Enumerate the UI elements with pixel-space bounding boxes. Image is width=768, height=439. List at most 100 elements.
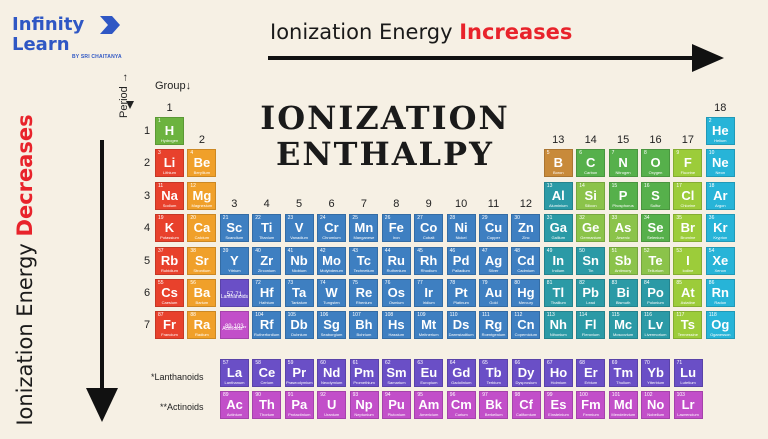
- element-name: Praseodymium: [285, 380, 313, 385]
- atomic-number: 68: [579, 360, 585, 366]
- element-symbol: Fr: [163, 317, 176, 333]
- element-name: Lanthanoids*: [220, 294, 249, 300]
- element-name: Iodine: [682, 267, 694, 273]
- element-name: Americium: [419, 412, 439, 417]
- group-number: 7: [360, 198, 367, 210]
- element-symbol: I: [686, 252, 690, 268]
- element-symbol: Li: [163, 155, 176, 171]
- group-number: 3: [231, 198, 238, 210]
- element-cell: 79 Au Gold: [479, 279, 508, 307]
- element-symbol: Ir: [424, 285, 434, 300]
- element-symbol: Fm: [581, 397, 601, 412]
- element-name: Argon: [714, 202, 726, 208]
- element-name: Iridium: [422, 300, 435, 305]
- atomic-number: 115: [611, 312, 620, 319]
- element-symbol: Sg: [323, 317, 340, 333]
- atomic-number: 92: [320, 392, 326, 398]
- atomic-number: 67: [547, 360, 553, 366]
- group-number: 1: [166, 102, 173, 114]
- element-cell: 73 Ta Tantalum: [284, 279, 314, 307]
- atomic-number: 109: [417, 312, 426, 319]
- element-symbol: Bh: [355, 317, 373, 333]
- atomic-number: 9: [676, 150, 680, 157]
- element-name: Cadmium: [517, 267, 535, 273]
- element-name: Silicon: [584, 202, 597, 208]
- element-cell: 118 Og Oganesson: [705, 311, 735, 340]
- atomic-number: 102: [644, 392, 653, 398]
- element-cell: 80 Hg Mercury: [511, 279, 541, 307]
- element-name: Thorium: [259, 412, 275, 417]
- element-name: Holmium: [550, 380, 567, 385]
- element-name: Phosphorus: [612, 202, 634, 208]
- element-cell: 12 Mg Magnesium: [187, 181, 217, 210]
- element-cell: 61 Pm Promethium: [349, 359, 379, 387]
- element-cell: 117 Ts Tennessine: [673, 311, 703, 340]
- element-name: Tennessine: [677, 332, 699, 338]
- element-name: Sulfur: [650, 202, 661, 208]
- element-name: Silver: [488, 267, 499, 273]
- element-symbol: Ho: [549, 365, 568, 380]
- element-cell: 87 Fr Francium: [155, 311, 184, 340]
- element-cell: 90 Th Thorium: [252, 391, 282, 419]
- element-name: Fluorine: [680, 170, 696, 176]
- element-name: Antimony: [614, 267, 632, 273]
- element-name: Vanadium: [290, 235, 308, 241]
- element-symbol: Gd: [452, 365, 471, 380]
- atomic-number: 87: [158, 312, 164, 319]
- element-cell: 59 Pr Praseodymium: [284, 359, 314, 387]
- element-cell: 116 Lv Livermorium: [641, 311, 670, 340]
- element-cell: 100 Fm Fermium: [576, 391, 606, 419]
- atomic-number: 47: [482, 247, 488, 254]
- group-number: 17: [681, 134, 695, 146]
- atomic-number: 37: [158, 247, 164, 254]
- element-name: Bohrium: [356, 332, 372, 338]
- element-cell: 92 U Uranium: [317, 391, 347, 419]
- element-cell: 86 Rn Radon: [705, 279, 735, 307]
- element-cell: 112 Cn Copernicium: [511, 311, 541, 340]
- atomic-number: 106: [320, 312, 329, 319]
- element-symbol: Sb: [614, 252, 632, 268]
- element-name: Technetium: [353, 267, 375, 273]
- element-name: Radon: [714, 300, 727, 305]
- atomic-number: 19: [158, 215, 164, 222]
- element-cell: 11 Na Sodium: [155, 181, 184, 210]
- element-name: Nihonium: [549, 332, 567, 338]
- element-symbol: Hg: [517, 285, 535, 300]
- element-name: Caesium: [161, 300, 178, 305]
- element-name: Nickel: [455, 235, 467, 241]
- element-cell: 84 Po Polonium: [641, 279, 670, 307]
- element-symbol: Al: [551, 187, 565, 203]
- group-number: 11: [487, 198, 500, 210]
- atomic-number: 53: [676, 247, 682, 254]
- atomic-number: 65: [482, 360, 488, 366]
- element-name: Lawrencium: [677, 412, 699, 417]
- element-name: Aluminium: [548, 202, 568, 208]
- main-title-line2: ENTHALPY: [276, 135, 494, 173]
- element-cell: 34 Se Selenium: [641, 214, 670, 243]
- atomic-number: 31: [546, 215, 553, 222]
- element-symbol: Ra: [193, 317, 211, 333]
- atomic-number: 107: [352, 312, 361, 319]
- atomic-number: 83: [611, 280, 618, 286]
- element-name: Francium: [161, 332, 178, 338]
- element-name: Beryllium: [193, 170, 211, 176]
- element-symbol: Nh: [549, 317, 567, 333]
- period-number: 5: [144, 254, 151, 267]
- atomic-number: 114: [579, 312, 588, 319]
- atomic-number: 60: [320, 360, 326, 366]
- atomic-number: 2: [708, 118, 712, 124]
- atomic-number: 22: [255, 215, 261, 222]
- atomic-number: 97: [482, 392, 488, 398]
- element-cell: 93 Np Neptunium: [349, 391, 379, 419]
- element-cell: 110 Ds Darmstadtium: [446, 311, 476, 340]
- element-cell: 67 Ho Holmium: [544, 359, 573, 387]
- atomic-number: 17: [676, 182, 682, 189]
- atomic-number: 30: [514, 215, 520, 222]
- down-arrow-icon: [86, 140, 118, 422]
- element-symbol: Fl: [584, 317, 597, 333]
- element-symbol: N: [618, 155, 628, 171]
- element-symbol: Rh: [420, 252, 438, 268]
- element-cell: 14 Si Silicon: [576, 181, 606, 210]
- element-symbol: F: [683, 155, 692, 171]
- element-cell: 115 Mc Moscovium: [608, 311, 638, 340]
